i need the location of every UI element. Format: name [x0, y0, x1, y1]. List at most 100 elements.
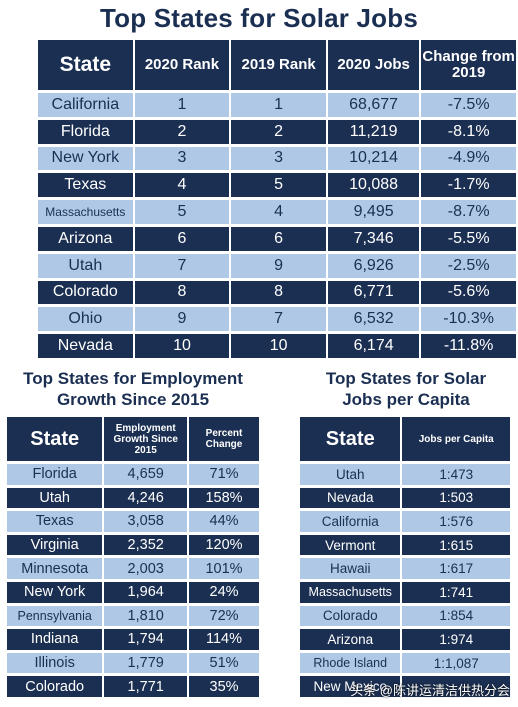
value-cell: 9 [134, 307, 230, 332]
value-cell: 1:741 [402, 581, 510, 603]
value-cell: -10.3% [421, 307, 516, 332]
value-cell: 1,771 [104, 676, 188, 697]
table-row: Arizona 1:974 [300, 629, 510, 650]
value-cell: 7,346 [327, 226, 420, 251]
value-cell: -8.7% [421, 200, 516, 224]
value-cell: 2,003 [104, 558, 188, 579]
value-cell: 10 [231, 334, 326, 358]
value-cell: 10,214 [327, 146, 420, 171]
value-cell: 1:974 [402, 629, 510, 650]
value-cell: 1:615 [402, 534, 510, 556]
table-row: Florida 4,659 71% [7, 464, 259, 485]
table-row: New Mexico [300, 676, 510, 697]
value-cell: 114% [189, 629, 259, 650]
value-cell: 101% [189, 558, 259, 579]
state-cell: California [300, 511, 401, 532]
employment-growth-table: State Employment Growth Since 2015 Percent… [5, 414, 261, 700]
value-cell: 158% [189, 487, 259, 509]
table-row: Virginia 2,352 120% [7, 534, 259, 556]
value-cell: 11,219 [327, 119, 420, 144]
state-cell: Nevada [300, 487, 401, 509]
state-cell: Texas [7, 511, 103, 532]
value-cell: -5.6% [421, 280, 516, 305]
state-cell: Arizona [300, 629, 401, 650]
value-cell: 6,532 [327, 307, 420, 332]
table-row: Arizona 6 6 7,346 -5.5% [38, 226, 516, 251]
value-cell: 1,810 [104, 605, 188, 627]
column-header: Change from 2019 [421, 40, 516, 90]
state-cell: California [38, 93, 133, 117]
state-cell: Florida [7, 464, 103, 485]
table-row: Vermont 1:615 [300, 534, 510, 556]
value-cell: 3,058 [104, 511, 188, 532]
value-cell: 7 [231, 307, 326, 332]
state-cell: Indiana [7, 629, 103, 650]
value-cell: -5.5% [421, 226, 516, 251]
value-cell: 1:576 [402, 511, 510, 532]
table-row: Pennsylvania 1,810 72% [7, 605, 259, 627]
table-row: Utah 1:473 [300, 464, 510, 485]
state-cell: Vermont [300, 534, 401, 556]
value-cell: -1.7% [421, 173, 516, 198]
table-row: Colorado 1:854 [300, 605, 510, 627]
value-cell: 8 [231, 280, 326, 305]
state-cell: Massachusetts [300, 581, 401, 603]
value-cell: 1:1,087 [402, 652, 510, 674]
column-header: 2020 Rank [134, 40, 230, 90]
table-row: Massachusetts 5 4 9,495 -8.7% [38, 200, 516, 224]
state-cell: Colorado [300, 605, 401, 627]
state-cell: New Mexico [300, 676, 401, 697]
table-row: Rhode Island 1:1,087 [300, 652, 510, 674]
jobs-per-capita-table: State Jobs per Capita Utah 1:473 Nevada 1:503… [298, 414, 512, 700]
state-cell: Massachusetts [38, 200, 133, 224]
value-cell: 8 [134, 280, 230, 305]
value-cell: 2,352 [104, 534, 188, 556]
value-cell: 1:617 [402, 558, 510, 579]
state-cell: Virginia [7, 534, 103, 556]
value-cell: 44% [189, 511, 259, 532]
table-row: Nevada 1:503 [300, 487, 510, 509]
column-header: Percent Change [189, 417, 259, 461]
state-cell: Ohio [38, 307, 133, 332]
value-cell: 51% [189, 652, 259, 674]
table-row: New York 1,964 24% [7, 581, 259, 603]
value-cell: 68,677 [327, 93, 420, 117]
column-header: State [300, 417, 401, 461]
value-cell: 1,779 [104, 652, 188, 674]
watermark-text: 头条 @陈讲运清洁供热分会 [350, 683, 510, 698]
value-cell: -2.5% [421, 253, 516, 278]
state-cell: New York [7, 581, 103, 603]
value-cell: 1 [134, 93, 230, 117]
value-cell: 9,495 [327, 200, 420, 224]
table-row: Nevada 10 10 6,174 -11.8% [38, 334, 516, 358]
value-cell: 1 [231, 93, 326, 117]
value-cell: 7 [134, 253, 230, 278]
value-cell: -11.8% [421, 334, 516, 358]
table-row: Illinois 1,779 51% [7, 652, 259, 674]
state-cell: Hawaii [300, 558, 401, 579]
value-cell: 6,174 [327, 334, 420, 358]
table-row: Hawaii 1:617 [300, 558, 510, 579]
state-cell: Rhode Island [300, 652, 401, 674]
state-cell: Utah [38, 253, 133, 278]
state-cell: Texas [38, 173, 133, 198]
value-cell: 24% [189, 581, 259, 603]
table-row: Colorado 1,771 35% [7, 676, 259, 697]
main-table-title: Top States for Solar Jobs [99, 3, 418, 33]
column-header: 2019 Rank [231, 40, 326, 90]
value-cell: 5 [231, 173, 326, 198]
value-cell: 71% [189, 464, 259, 485]
solar-jobs-table: State 2020 Rank 2019 Rank 2020 Jobs Change f… [36, 37, 518, 361]
value-cell: 4,659 [104, 464, 188, 485]
state-cell: Nevada [38, 334, 133, 358]
value-cell: 6 [231, 226, 326, 251]
table-header-row: State Jobs per Capita [300, 417, 510, 461]
value-cell: 10 [134, 334, 230, 358]
state-cell: Minnesota [7, 558, 103, 579]
value-cell: 2 [134, 119, 230, 144]
value-cell: -8.1% [421, 119, 516, 144]
value-cell: 1:473 [402, 464, 510, 485]
table-row: Colorado 8 8 6,771 -5.6% [38, 280, 516, 305]
state-cell: Utah [7, 487, 103, 509]
column-header: Jobs per Capita [402, 417, 510, 461]
